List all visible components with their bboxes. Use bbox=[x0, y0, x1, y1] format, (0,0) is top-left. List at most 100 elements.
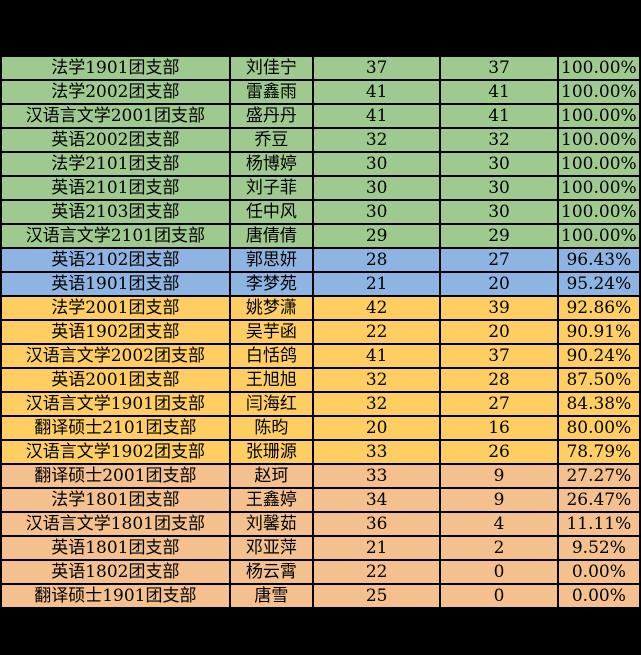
cell-branch[interactable]: 法学2001团支部 bbox=[0, 295, 231, 321]
cell-percent[interactable]: 90.91% bbox=[556, 319, 641, 345]
cell-completed[interactable]: 20 bbox=[439, 319, 559, 345]
cell-branch[interactable]: 英语2002团支部 bbox=[0, 127, 231, 153]
cell-name[interactable]: 杨云霄 bbox=[228, 559, 314, 585]
cell-percent[interactable]: 100.00% bbox=[556, 55, 641, 81]
cell-branch[interactable]: 翻译硕士2101团支部 bbox=[0, 415, 231, 441]
cell-total[interactable]: 29 bbox=[311, 223, 442, 249]
cell-percent[interactable]: 100.00% bbox=[556, 127, 641, 153]
cell-name[interactable]: 闫海红 bbox=[228, 391, 314, 417]
cell-name[interactable]: 唐雪 bbox=[228, 583, 314, 609]
cell-total[interactable]: 41 bbox=[311, 103, 442, 129]
cell-branch[interactable]: 汉语言文学1901团支部 bbox=[0, 391, 231, 417]
cell-completed[interactable]: 9 bbox=[439, 463, 559, 489]
cell-branch[interactable]: 汉语言文学2101团支部 bbox=[0, 223, 231, 249]
cell-name[interactable]: 雷鑫雨 bbox=[228, 79, 314, 105]
cell-name[interactable]: 乔豆 bbox=[228, 127, 314, 153]
cell-branch[interactable]: 汉语言文学2001团支部 bbox=[0, 103, 231, 129]
cell-branch[interactable]: 翻译硕士2001团支部 bbox=[0, 463, 231, 489]
cell-completed[interactable]: 41 bbox=[439, 79, 559, 105]
cell-branch[interactable]: 英语1801团支部 bbox=[0, 535, 231, 561]
cell-name[interactable]: 赵珂 bbox=[228, 463, 314, 489]
cell-name[interactable]: 刘子菲 bbox=[228, 175, 314, 201]
cell-completed[interactable]: 2 bbox=[439, 535, 559, 561]
cell-name[interactable]: 吴芋函 bbox=[228, 319, 314, 345]
cell-percent[interactable]: 0.00% bbox=[556, 583, 641, 609]
cell-branch[interactable]: 英语1901团支部 bbox=[0, 271, 231, 297]
cell-branch[interactable]: 法学2002团支部 bbox=[0, 79, 231, 105]
cell-total[interactable]: 30 bbox=[311, 199, 442, 225]
cell-completed[interactable]: 27 bbox=[439, 247, 559, 273]
cell-percent[interactable]: 26.47% bbox=[556, 487, 641, 513]
cell-name[interactable]: 王鑫婷 bbox=[228, 487, 314, 513]
cell-branch[interactable]: 汉语言文学1902团支部 bbox=[0, 439, 231, 465]
cell-total[interactable]: 20 bbox=[311, 415, 442, 441]
cell-completed[interactable]: 9 bbox=[439, 487, 559, 513]
cell-completed[interactable]: 26 bbox=[439, 439, 559, 465]
cell-branch[interactable]: 英语1902团支部 bbox=[0, 319, 231, 345]
cell-total[interactable]: 28 bbox=[311, 247, 442, 273]
cell-name[interactable]: 杨博婷 bbox=[228, 151, 314, 177]
cell-completed[interactable]: 16 bbox=[439, 415, 559, 441]
cell-completed[interactable]: 28 bbox=[439, 367, 559, 393]
cell-total[interactable]: 33 bbox=[311, 439, 442, 465]
cell-percent[interactable]: 27.27% bbox=[556, 463, 641, 489]
cell-completed[interactable]: 30 bbox=[439, 199, 559, 225]
cell-percent[interactable]: 78.79% bbox=[556, 439, 641, 465]
cell-percent[interactable]: 0.00% bbox=[556, 559, 641, 585]
cell-branch[interactable]: 英语2102团支部 bbox=[0, 247, 231, 273]
cell-total[interactable]: 33 bbox=[311, 463, 442, 489]
cell-name[interactable]: 盛丹丹 bbox=[228, 103, 314, 129]
cell-percent[interactable]: 84.38% bbox=[556, 391, 641, 417]
cell-completed[interactable]: 20 bbox=[439, 271, 559, 297]
cell-percent[interactable]: 80.00% bbox=[556, 415, 641, 441]
cell-total[interactable]: 21 bbox=[311, 271, 442, 297]
cell-completed[interactable]: 39 bbox=[439, 295, 559, 321]
cell-total[interactable]: 32 bbox=[311, 367, 442, 393]
cell-percent[interactable]: 100.00% bbox=[556, 223, 641, 249]
cell-percent[interactable]: 100.00% bbox=[556, 79, 641, 105]
cell-completed[interactable]: 37 bbox=[439, 343, 559, 369]
cell-name[interactable]: 郭思妍 bbox=[228, 247, 314, 273]
cell-total[interactable]: 21 bbox=[311, 535, 442, 561]
cell-name[interactable]: 张珊源 bbox=[228, 439, 314, 465]
cell-total[interactable]: 22 bbox=[311, 559, 442, 585]
cell-percent[interactable]: 90.24% bbox=[556, 343, 641, 369]
cell-completed[interactable]: 0 bbox=[439, 583, 559, 609]
cell-completed[interactable]: 30 bbox=[439, 151, 559, 177]
cell-total[interactable]: 37 bbox=[311, 55, 442, 81]
cell-total[interactable]: 41 bbox=[311, 79, 442, 105]
cell-name[interactable]: 任中风 bbox=[228, 199, 314, 225]
cell-name[interactable]: 王旭旭 bbox=[228, 367, 314, 393]
cell-name[interactable]: 刘馨茹 bbox=[228, 511, 314, 537]
cell-name[interactable]: 李梦苑 bbox=[228, 271, 314, 297]
cell-total[interactable]: 41 bbox=[311, 343, 442, 369]
cell-branch[interactable]: 汉语言文学1801团支部 bbox=[0, 511, 231, 537]
cell-completed[interactable]: 32 bbox=[439, 127, 559, 153]
cell-branch[interactable]: 汉语言文学2002团支部 bbox=[0, 343, 231, 369]
cell-percent[interactable]: 95.24% bbox=[556, 271, 641, 297]
cell-branch[interactable]: 英语2101团支部 bbox=[0, 175, 231, 201]
cell-total[interactable]: 22 bbox=[311, 319, 442, 345]
cell-total[interactable]: 34 bbox=[311, 487, 442, 513]
cell-branch[interactable]: 翻译硕士1901团支部 bbox=[0, 583, 231, 609]
cell-completed[interactable]: 30 bbox=[439, 175, 559, 201]
cell-completed[interactable]: 27 bbox=[439, 391, 559, 417]
cell-percent[interactable]: 100.00% bbox=[556, 199, 641, 225]
cell-name[interactable]: 唐倩倩 bbox=[228, 223, 314, 249]
cell-name[interactable]: 陈昀 bbox=[228, 415, 314, 441]
cell-percent[interactable]: 87.50% bbox=[556, 367, 641, 393]
cell-percent[interactable]: 96.43% bbox=[556, 247, 641, 273]
cell-total[interactable]: 36 bbox=[311, 511, 442, 537]
cell-completed[interactable]: 29 bbox=[439, 223, 559, 249]
cell-total[interactable]: 42 bbox=[311, 295, 442, 321]
cell-total[interactable]: 30 bbox=[311, 151, 442, 177]
cell-name[interactable]: 邓亚萍 bbox=[228, 535, 314, 561]
cell-branch[interactable]: 英语1802团支部 bbox=[0, 559, 231, 585]
cell-branch[interactable]: 法学1901团支部 bbox=[0, 55, 231, 81]
cell-name[interactable]: 刘佳宁 bbox=[228, 55, 314, 81]
cell-completed[interactable]: 41 bbox=[439, 103, 559, 129]
cell-percent[interactable]: 100.00% bbox=[556, 151, 641, 177]
cell-percent[interactable]: 11.11% bbox=[556, 511, 641, 537]
cell-total[interactable]: 30 bbox=[311, 175, 442, 201]
cell-name[interactable]: 白恬鸽 bbox=[228, 343, 314, 369]
